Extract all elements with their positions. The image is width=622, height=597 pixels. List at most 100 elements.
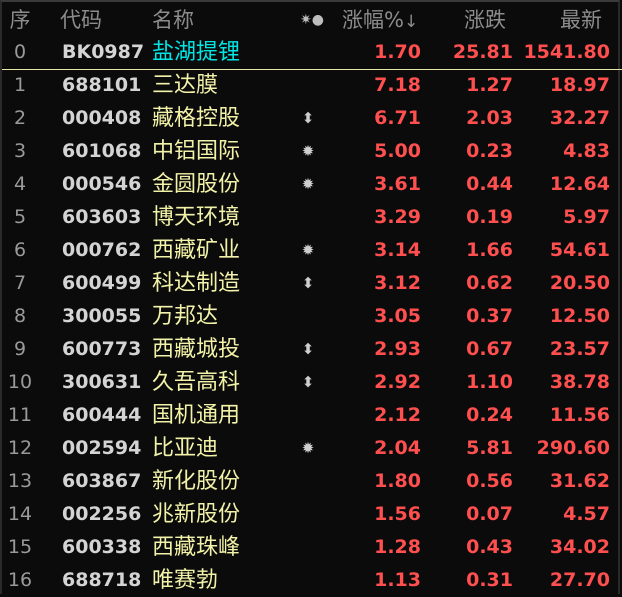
row-index: 5 — [13, 206, 27, 228]
change-percent: 6.71 — [374, 107, 421, 129]
change-percent: 3.29 — [374, 206, 421, 228]
last-price: 34.02 — [549, 536, 610, 558]
change-amount: 1.27 — [466, 74, 513, 96]
table-row[interactable]: 15 600338 西藏珠峰 1.28 0.43 34.02 — [2, 531, 622, 564]
stock-code: 603867 — [62, 470, 142, 492]
table-row[interactable]: 16 688718 唯赛勃 1.13 0.31 27.70 — [2, 564, 622, 597]
row-index: 10 — [7, 371, 33, 393]
table-row[interactable]: 10 300631 久吾高科 ⬍ 2.92 1.10 38.78 — [2, 366, 622, 399]
change-percent: 1.70 — [374, 41, 421, 63]
change-amount: 0.24 — [466, 404, 513, 426]
stock-code: 002594 — [62, 437, 142, 459]
row-index: 16 — [7, 569, 33, 591]
table-row[interactable]: 4 000546 金圆股份 ✹ 3.61 0.44 12.64 — [2, 168, 622, 201]
stock-code: 000762 — [62, 239, 142, 261]
stock-code: BK0987 — [62, 41, 145, 63]
stock-name: 藏格控股 — [152, 106, 241, 131]
stock-name: 兆新股份 — [152, 502, 241, 527]
table-row[interactable]: 1 688101 三达膜 7.18 1.27 18.97 — [2, 69, 622, 102]
row-divider — [2, 69, 622, 70]
last-price: 32.27 — [549, 107, 610, 129]
stock-name: 唯赛勃 — [152, 568, 219, 593]
header-flags[interactable]: ✷● — [300, 12, 324, 28]
stock-name: 万邦达 — [152, 304, 219, 329]
header-index[interactable]: 序 — [9, 8, 31, 32]
change-amount: 0.37 — [466, 305, 513, 327]
table-row[interactable]: 9 600773 西藏城投 ⬍ 2.93 0.67 23.57 — [2, 333, 622, 366]
change-amount: 0.19 — [466, 206, 513, 228]
table-row[interactable]: 6 000762 西藏矿业 ✹ 3.14 1.66 54.61 — [2, 234, 622, 267]
change-percent: 2.92 — [374, 371, 421, 393]
change-percent: 2.93 — [374, 338, 421, 360]
header-pct[interactable]: 涨幅%↓ — [342, 4, 418, 39]
change-amount: 2.03 — [466, 107, 513, 129]
stock-code: 688101 — [62, 74, 142, 96]
flag-icon: ⬍ — [301, 340, 315, 358]
change-amount: 0.62 — [466, 272, 513, 294]
stock-name: 国机通用 — [152, 403, 241, 428]
change-percent: 3.05 — [374, 305, 421, 327]
table-row[interactable]: 13 603867 新化股份 1.80 0.56 31.62 — [2, 465, 622, 498]
table-row[interactable]: 2 000408 藏格控股 ⬍ 6.71 2.03 32.27 — [2, 102, 622, 135]
table-row[interactable]: 11 600444 国机通用 2.12 0.24 11.56 — [2, 399, 622, 432]
table-row[interactable]: 5 603603 博天环境 3.29 0.19 5.97 — [2, 201, 622, 234]
last-price: 20.50 — [549, 272, 610, 294]
stock-name: 新化股份 — [152, 469, 241, 494]
change-percent: 1.28 — [374, 536, 421, 558]
stock-code: 600773 — [62, 338, 142, 360]
row-index: 15 — [7, 536, 33, 558]
change-amount: 0.56 — [466, 470, 513, 492]
change-percent: 3.14 — [374, 239, 421, 261]
change-percent: 7.18 — [374, 74, 421, 96]
row-index: 11 — [7, 404, 33, 426]
stock-code: 603603 — [62, 206, 142, 228]
table-row[interactable]: 7 600499 科达制造 ⬍ 3.12 0.62 20.50 — [2, 267, 622, 300]
change-percent: 2.12 — [374, 404, 421, 426]
flag-icon: ✹ — [301, 142, 315, 160]
header-name[interactable]: 名称 — [152, 8, 194, 32]
stock-name: 中铝国际 — [152, 139, 241, 164]
last-price: 5.97 — [563, 206, 610, 228]
stock-code: 600499 — [62, 272, 142, 294]
change-amount: 0.23 — [466, 140, 513, 162]
stock-name: 三达膜 — [152, 73, 219, 98]
stock-name: 久吾高科 — [152, 370, 241, 395]
change-amount: 1.10 — [466, 371, 513, 393]
stock-name: 比亚迪 — [152, 436, 219, 461]
last-price: 12.50 — [549, 305, 610, 327]
row-index: 13 — [7, 470, 33, 492]
flag-icon: ⬍ — [301, 373, 315, 391]
table-header: 序 代码 名称 ✷● 涨幅%↓ 涨跌 最新 — [2, 4, 622, 37]
change-amount: 0.07 — [466, 503, 513, 525]
change-amount: 0.44 — [466, 173, 513, 195]
stock-name: 金圆股份 — [152, 172, 241, 197]
change-amount: 1.66 — [466, 239, 513, 261]
last-price: 11.56 — [549, 404, 610, 426]
last-price: 4.57 — [563, 503, 610, 525]
last-price: 27.70 — [549, 569, 610, 591]
last-price: 4.83 — [563, 140, 610, 162]
row-index: 1 — [13, 74, 27, 96]
last-price: 54.61 — [549, 239, 610, 261]
change-amount: 0.31 — [466, 569, 513, 591]
table-row[interactable]: 3 601068 中铝国际 ✹ 5.00 0.23 4.83 — [2, 135, 622, 168]
table-row[interactable]: 0 BK0987 盐湖提锂 1.70 25.81 1541.80 — [2, 36, 622, 69]
table-row[interactable]: 8 300055 万邦达 3.05 0.37 12.50 — [2, 300, 622, 333]
header-change[interactable]: 涨跌 — [464, 8, 506, 32]
last-price: 12.64 — [549, 173, 610, 195]
last-price: 1541.80 — [523, 41, 610, 63]
table-row[interactable]: 12 002594 比亚迪 ✹ 2.04 5.81 290.60 — [2, 432, 622, 465]
header-code[interactable]: 代码 — [60, 8, 102, 32]
stock-code: 300631 — [62, 371, 142, 393]
change-amount: 0.43 — [466, 536, 513, 558]
stock-name: 盐湖提锂 — [152, 40, 241, 65]
flag-icon: ✹ — [301, 439, 315, 457]
last-price: 290.60 — [536, 437, 610, 459]
change-percent: 1.56 — [374, 503, 421, 525]
flag-icon: ✹ — [301, 175, 315, 193]
header-last[interactable]: 最新 — [560, 8, 602, 32]
row-index: 9 — [13, 338, 27, 360]
row-index: 0 — [13, 41, 27, 63]
table-row[interactable]: 14 002256 兆新股份 1.56 0.07 4.57 — [2, 498, 622, 531]
